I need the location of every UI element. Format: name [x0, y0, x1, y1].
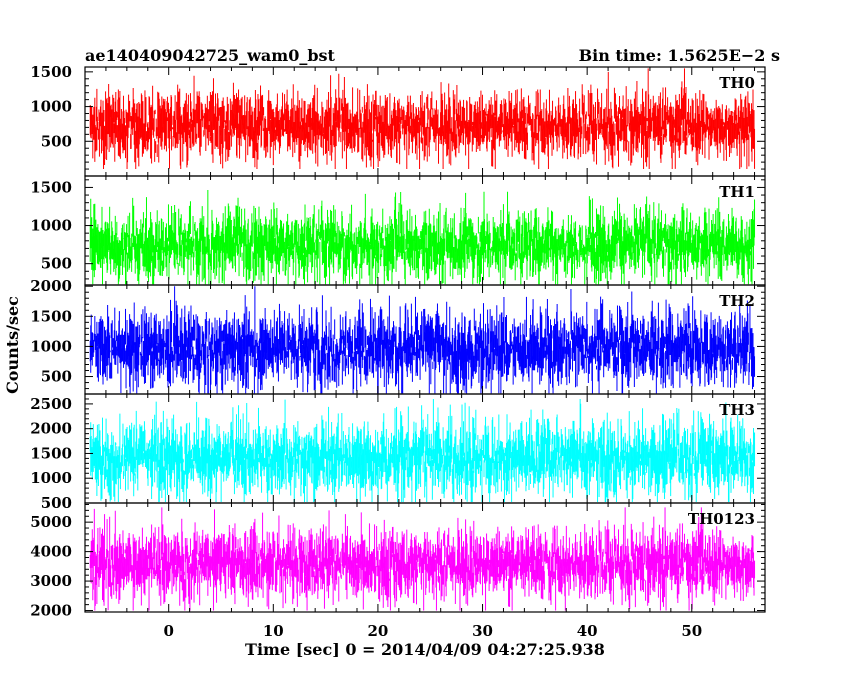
panel-th2: 500 1000 1500 2000 TH2 — [30, 277, 766, 395]
y-tick-label: 3000 — [30, 572, 72, 590]
y-tick-label: 2000 — [30, 420, 72, 438]
panel-label: TH1 — [719, 183, 755, 201]
x-tick-label: 0 — [163, 622, 173, 640]
y-tick-label: 1500 — [30, 307, 72, 325]
chart-title: ae140409042725_wam0_bst — [85, 46, 336, 65]
y-tick-label: 1000 — [30, 337, 72, 355]
y-tick-label: 1000 — [30, 98, 72, 116]
series-th2 — [89, 286, 756, 394]
y-tick-label: 1000 — [30, 217, 72, 235]
y-tick-label: 1500 — [30, 444, 72, 462]
panel-label: TH0123 — [688, 510, 755, 528]
panel-label: TH0 — [719, 74, 755, 92]
x-axis-ticks: 0 10 20 30 40 50 — [163, 622, 702, 640]
panel-th0: 500 1000 1500 TH0 — [30, 63, 766, 177]
x-tick-label: 30 — [472, 622, 493, 640]
panel-label: TH2 — [719, 292, 755, 310]
series-th1 — [89, 189, 756, 285]
y-axis-label: Counts/sec — [3, 296, 22, 394]
y-tick-label: 500 — [41, 494, 72, 512]
y-tick-label: 500 — [41, 132, 72, 150]
y-tick-label: 1500 — [30, 63, 72, 81]
panel-label: TH3 — [719, 401, 755, 419]
y-tick-label: 5000 — [30, 513, 72, 531]
panel-th1: 500 1000 1500 TH1 — [30, 175, 766, 286]
x-axis-label: Time [sec] 0 = 2014/04/09 04:27:25.938 — [245, 640, 605, 659]
y-tick-label: 2000 — [30, 277, 72, 295]
x-tick-label: 40 — [577, 622, 598, 640]
x-tick-label: 50 — [681, 622, 702, 640]
y-tick-label: 4000 — [30, 543, 72, 561]
y-tick-label: 1000 — [30, 469, 72, 487]
chart-subtitle: Bin time: 1.5625E−2 s — [579, 46, 780, 65]
x-tick-label: 10 — [263, 622, 284, 640]
y-tick-label: 1500 — [30, 178, 72, 196]
series-th3 — [89, 398, 756, 503]
y-tick-label: 500 — [41, 255, 72, 273]
y-tick-label: 500 — [41, 368, 72, 386]
panels-group: 500 1000 1500 TH0 500 1000 1500 TH1 500 1000 1500 2… — [30, 63, 766, 620]
y-tick-label: 2500 — [30, 395, 72, 413]
panel-th0123: 2000 3000 4000 5000 TH0123 — [30, 502, 766, 620]
panel-th3: 500 1000 1500 2000 2500 TH3 — [30, 393, 766, 512]
series-th0 — [89, 68, 756, 170]
y-tick-label: 2000 — [30, 602, 72, 620]
x-tick-label: 20 — [367, 622, 388, 640]
series-th0123 — [89, 507, 756, 611]
